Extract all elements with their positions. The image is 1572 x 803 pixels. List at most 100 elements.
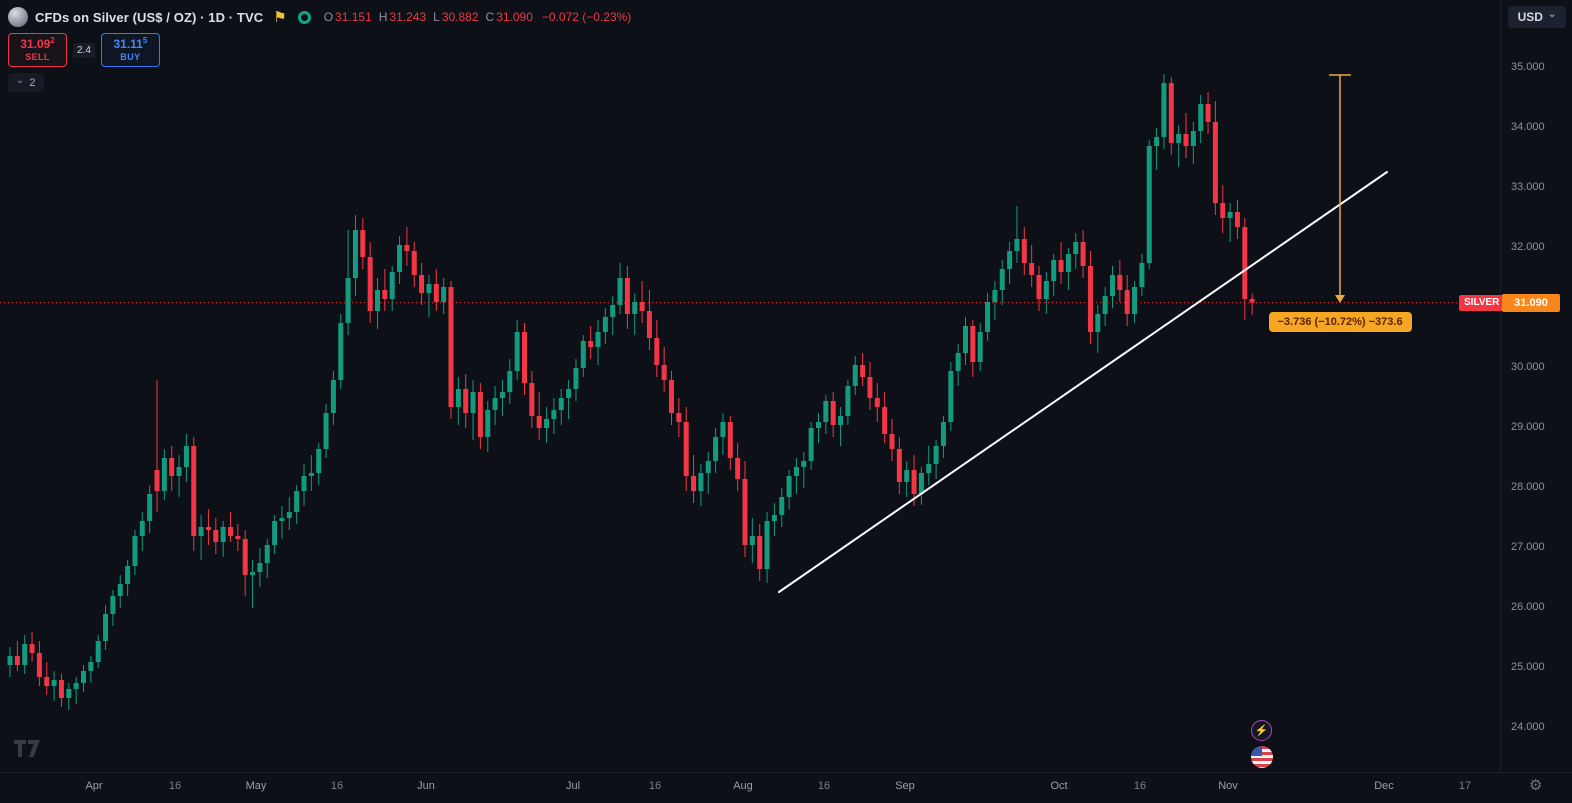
candle-body xyxy=(316,449,322,473)
symbol-title[interactable]: CFDs on Silver (US$ / OZ) · 1D · TVC xyxy=(35,9,264,25)
candle-body xyxy=(103,614,109,641)
candle-body xyxy=(455,389,461,407)
candle-body xyxy=(147,494,153,521)
currency-dropdown[interactable]: USD ⌄ xyxy=(1508,6,1566,28)
price-chart-canvas[interactable] xyxy=(0,0,1500,772)
currency-label: USD xyxy=(1517,10,1543,24)
candle-body xyxy=(463,389,469,413)
measure-tool-arrow-icon xyxy=(1335,295,1345,303)
candle-body xyxy=(279,518,285,521)
candle-body xyxy=(1132,287,1138,314)
object-tree-toggle[interactable]: ⌄ 2 xyxy=(8,73,44,92)
candle-body xyxy=(139,521,145,536)
candle-body xyxy=(1043,281,1049,299)
candle-body xyxy=(727,422,733,458)
candle-body xyxy=(404,245,410,251)
candle-body xyxy=(95,641,101,662)
candle-body xyxy=(1234,212,1240,227)
time-tick-label: Jun xyxy=(417,780,435,792)
price-tick-label: 32.000 xyxy=(1511,241,1545,253)
market-status-icon[interactable] xyxy=(297,10,311,24)
lightning-event-icon[interactable]: ⚡ xyxy=(1251,720,1272,741)
candle-body xyxy=(477,392,483,437)
measure-tool-label[interactable]: −3.736 (−10.72%) −373.6 xyxy=(1268,312,1412,332)
candle-body xyxy=(1183,134,1189,146)
candle-body xyxy=(88,662,94,671)
candle-body xyxy=(1110,275,1115,296)
candle-body xyxy=(485,410,491,437)
time-axis[interactable]: Apr 16 May 16 Jun Jul 16 Aug 16 Sep Oct 16 Nov Dec 17 xyxy=(0,772,1572,803)
time-tick-label: 16 xyxy=(330,780,344,792)
ohlc-values: O 31.151 H 31.243 L 30.882 C 31.090 −0.0… xyxy=(324,10,632,24)
candle-body xyxy=(646,311,652,338)
candle-body xyxy=(1190,131,1196,146)
candle-body xyxy=(411,251,417,275)
candle-body xyxy=(845,386,851,416)
candle-body xyxy=(7,656,13,665)
candle-body xyxy=(1161,83,1167,137)
buy-price: 31.115 xyxy=(113,36,148,52)
candle-body xyxy=(58,680,64,698)
candle-body xyxy=(132,536,138,566)
candle-body xyxy=(573,368,579,389)
candle-body xyxy=(1102,296,1108,314)
price-tick-label: 24.000 xyxy=(1511,721,1545,733)
candle-body xyxy=(301,476,307,491)
trade-panel: 31.092 SELL 2.4 31.115 BUY xyxy=(8,33,160,67)
candle-body xyxy=(397,245,403,272)
candle-body xyxy=(213,530,219,542)
candle-body xyxy=(977,332,983,362)
candle-body xyxy=(499,392,505,398)
candle-body xyxy=(698,473,704,491)
candle-body xyxy=(492,398,498,410)
candle-body xyxy=(1036,275,1042,299)
candle-body xyxy=(235,536,241,539)
time-tick-label: 17 xyxy=(1458,780,1472,792)
candle-body xyxy=(632,302,638,314)
candle-body xyxy=(1087,266,1093,332)
candle-body xyxy=(948,371,954,422)
sell-button[interactable]: 31.092 SELL xyxy=(8,33,67,67)
tradingview-logo[interactable] xyxy=(14,740,42,763)
candle-body xyxy=(29,644,35,653)
candle-body xyxy=(816,422,821,428)
price-tick-label: 30.000 xyxy=(1511,361,1545,373)
candle-body xyxy=(360,230,366,257)
candle-body xyxy=(860,365,866,377)
price-tick-label: 27.000 xyxy=(1511,541,1545,553)
trendline-drawing[interactable] xyxy=(778,171,1388,593)
time-tick-label: May xyxy=(245,780,267,792)
high-label: H xyxy=(378,10,388,24)
us-flag-event-icon[interactable] xyxy=(1251,746,1273,768)
low-label: L xyxy=(433,10,440,24)
candle-body xyxy=(433,284,439,302)
object-tree-count: 2 xyxy=(29,76,36,89)
gear-icon[interactable]: ⚙ xyxy=(1529,777,1543,794)
candle-body xyxy=(110,596,116,614)
candle-body xyxy=(926,464,932,473)
candle-body xyxy=(1146,146,1152,263)
candle-body xyxy=(529,383,535,416)
candle-body xyxy=(51,680,57,686)
symbol-price-tag: SILVER xyxy=(1459,294,1505,311)
price-axis[interactable]: 35.000 34.000 33.000 32.000 30.000 29.000 28.0… xyxy=(1500,0,1572,772)
time-tick-label: Aug xyxy=(733,780,753,792)
candle-body xyxy=(735,458,741,479)
candle-body xyxy=(691,476,697,491)
candle-body xyxy=(352,230,358,278)
candle-body xyxy=(1029,263,1035,275)
buy-button[interactable]: 31.115 BUY xyxy=(100,33,160,67)
candle-body xyxy=(588,341,594,347)
candle-body xyxy=(205,527,211,530)
candle-body xyxy=(191,446,197,536)
flag-icon[interactable]: ⚑ xyxy=(273,8,287,26)
close-label: C xyxy=(485,10,495,24)
candle-body xyxy=(955,353,961,371)
candle-body xyxy=(1124,290,1130,314)
candle-body xyxy=(294,491,300,512)
candle-body xyxy=(228,527,233,536)
candle-body xyxy=(345,278,351,323)
time-tick-label: Nov xyxy=(1218,780,1238,792)
last-price-axis-label: 31.090 xyxy=(1502,293,1560,312)
candle-body xyxy=(44,677,50,686)
